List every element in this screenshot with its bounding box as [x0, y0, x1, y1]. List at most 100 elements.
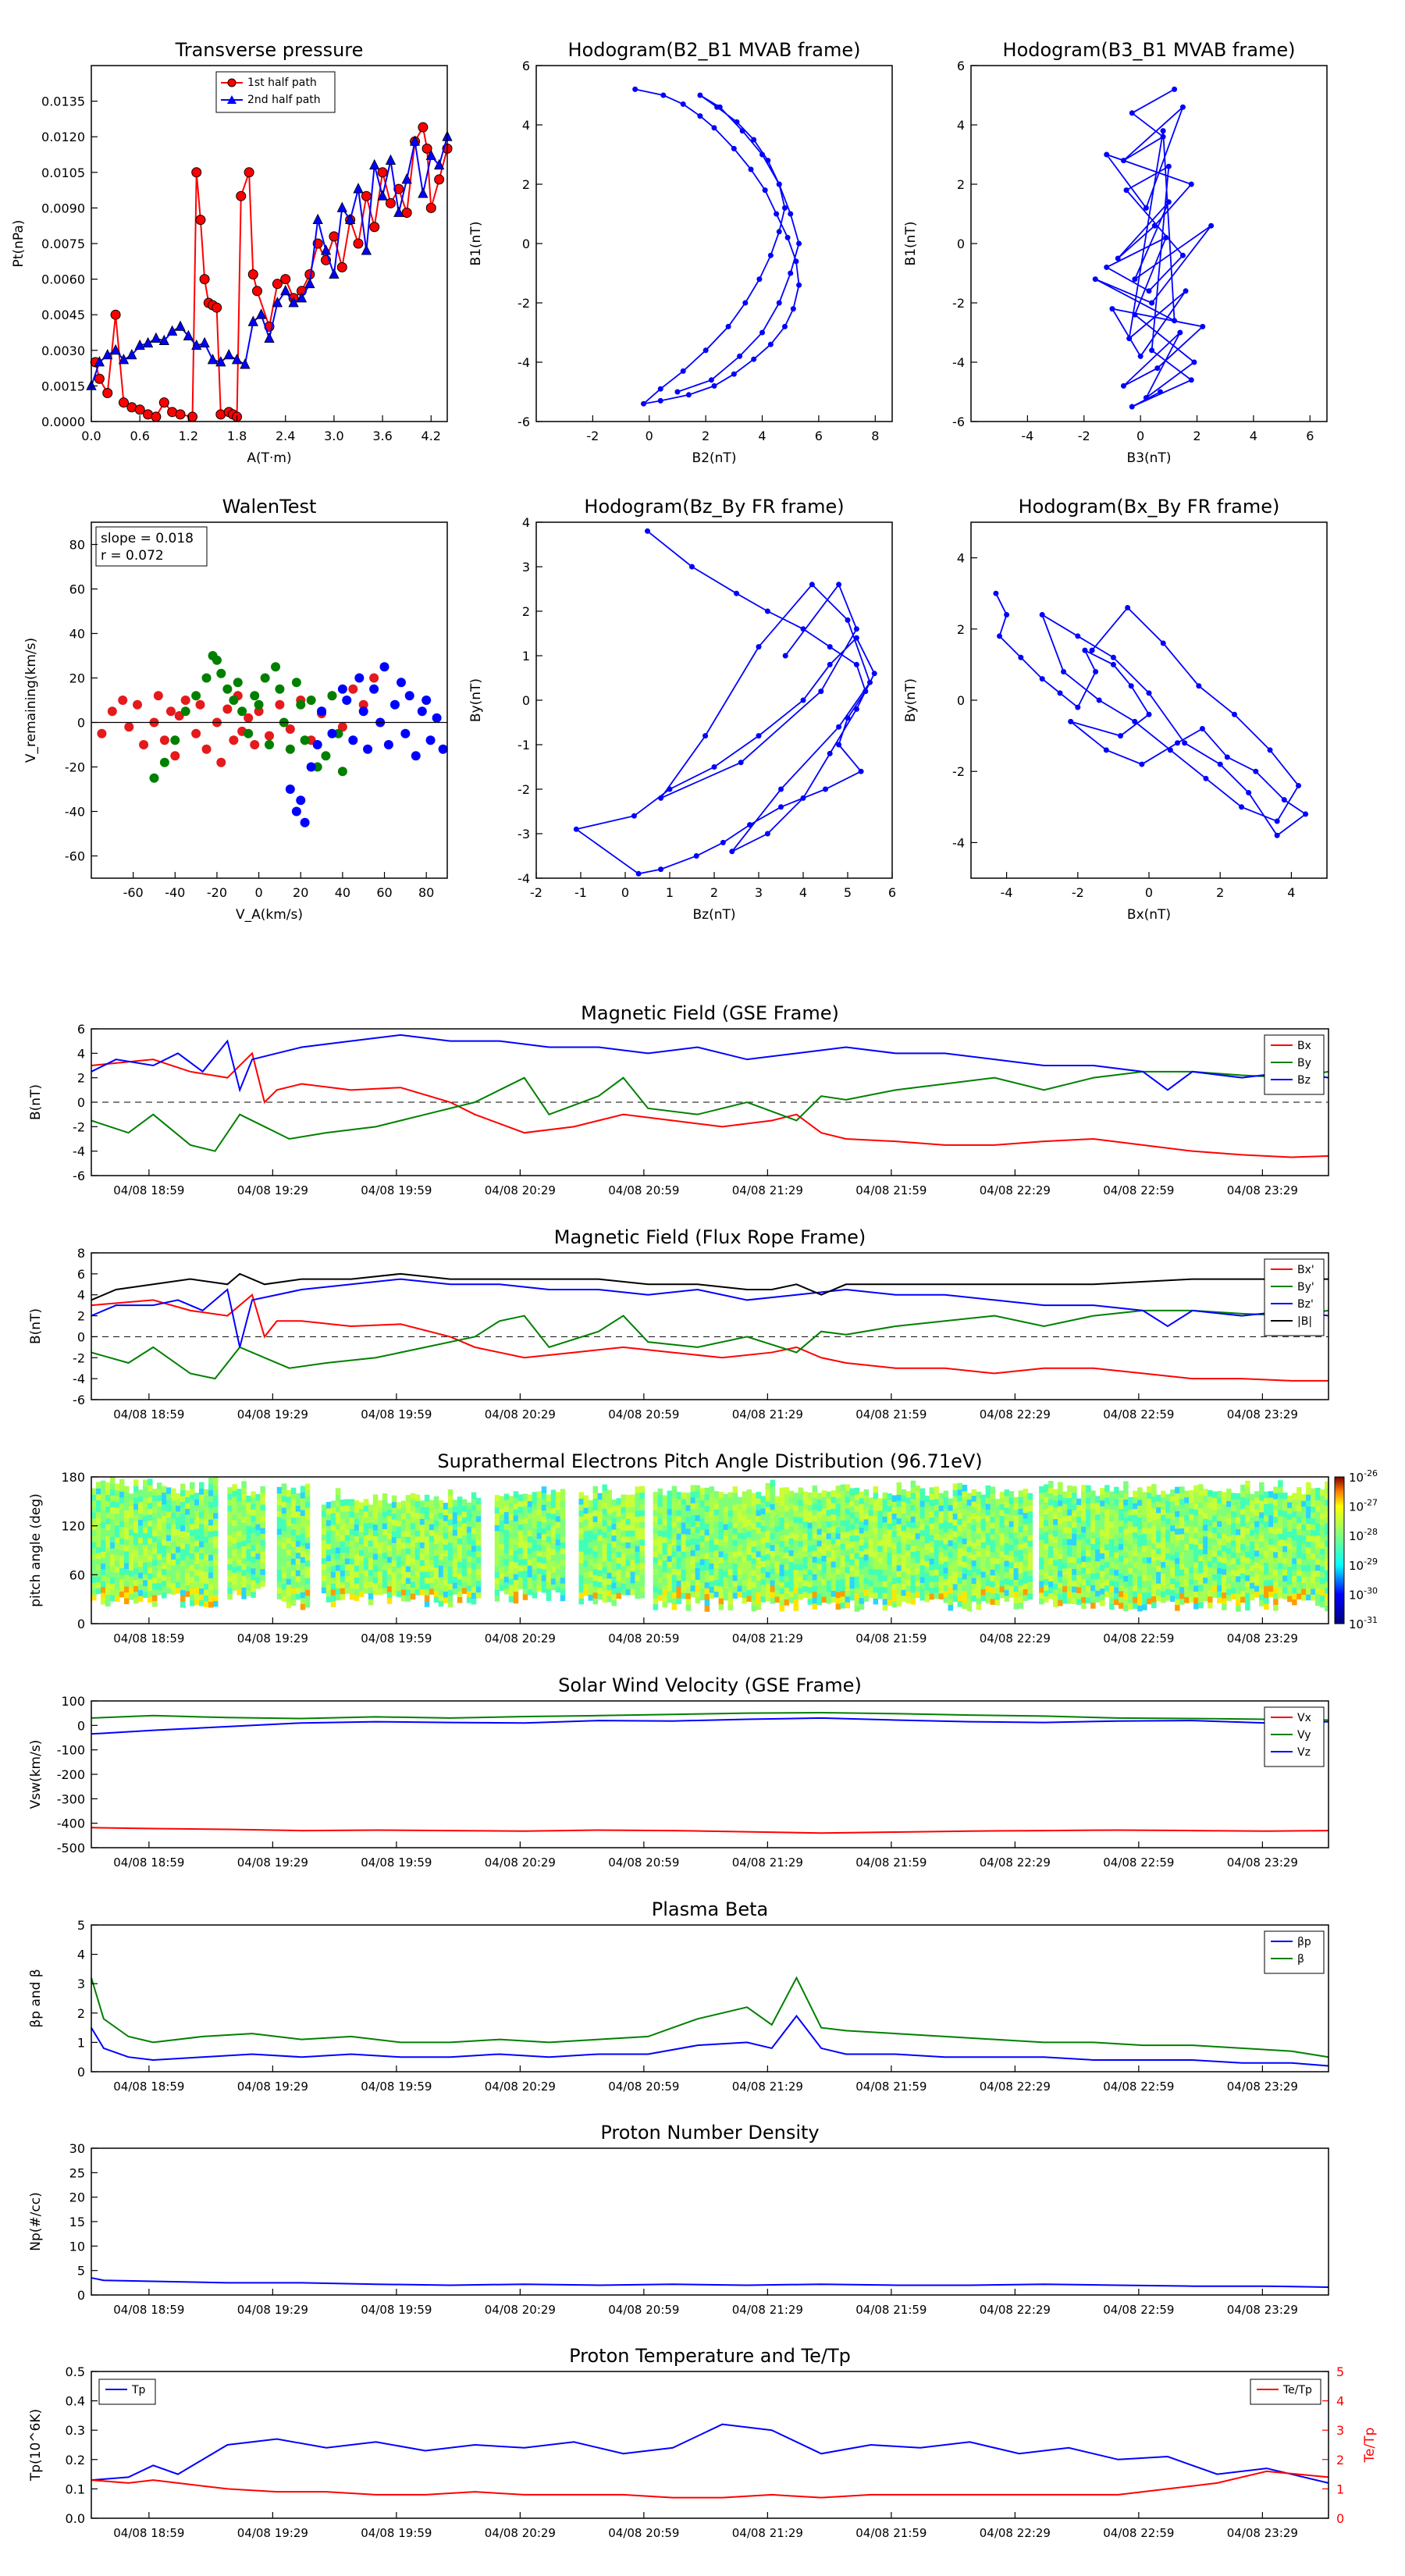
pad-cell: [304, 1548, 311, 1555]
walen-point: [159, 735, 169, 745]
pad-cell: [1114, 1533, 1119, 1541]
h2-marker: [1177, 329, 1183, 336]
pad-cell: [321, 1504, 327, 1511]
pad-cell: [424, 1571, 430, 1578]
pad-cell: [657, 1594, 663, 1601]
pt-marker: [215, 356, 226, 367]
pad-cell: [1008, 1561, 1015, 1568]
pad-cell: [133, 1556, 139, 1563]
pad-cell: [1072, 1485, 1077, 1493]
pad-cell: [199, 1593, 205, 1601]
bfr-ylabel: B(nT): [28, 1308, 44, 1344]
pad-cell: [300, 1515, 306, 1522]
pad-cell: [957, 1553, 963, 1560]
pad-cell: [840, 1554, 846, 1562]
pad-cell: [592, 1545, 598, 1552]
pad-cell: [237, 1529, 242, 1537]
pad-cell: [499, 1542, 505, 1550]
h3-marker: [782, 653, 788, 659]
pad-cell: [208, 1565, 214, 1573]
pad-cell: [475, 1585, 482, 1593]
pad-cell: [255, 1570, 261, 1578]
pad-cell: [592, 1585, 598, 1593]
pad-cell: [101, 1557, 106, 1564]
h2-marker: [1191, 359, 1197, 365]
pad-cell: [96, 1499, 101, 1507]
walen-point: [348, 684, 358, 694]
pad-cell: [1114, 1498, 1119, 1506]
pad-cell: [802, 1550, 809, 1557]
pad-cell: [1095, 1507, 1101, 1515]
bgse-ytick-label: -2: [73, 1119, 85, 1134]
pad-cell: [1062, 1597, 1068, 1604]
walen-point: [222, 704, 233, 714]
pad-cell: [831, 1542, 837, 1550]
pad-cell: [592, 1509, 598, 1517]
pad-cell: [1095, 1596, 1101, 1603]
pad-cell: [948, 1592, 954, 1599]
pad-cell: [905, 1508, 912, 1516]
pad-cell: [1147, 1539, 1152, 1546]
pad-cell: [1109, 1532, 1115, 1539]
pad-cell: [1100, 1511, 1105, 1518]
pad-cell: [96, 1564, 101, 1571]
pad-cell: [386, 1539, 393, 1546]
pad-cell: [746, 1536, 752, 1543]
pad-cell: [424, 1594, 430, 1602]
pad-cell: [330, 1571, 336, 1578]
pad-cell: [499, 1525, 505, 1532]
pad-cell: [532, 1574, 538, 1582]
pad-cell: [742, 1491, 748, 1499]
pad-cell: [251, 1521, 256, 1528]
h1-marker: [739, 128, 745, 134]
pad-cell: [756, 1562, 762, 1569]
pad-cell: [1193, 1485, 1199, 1493]
h1-marker: [680, 101, 686, 107]
pad-cell: [330, 1507, 336, 1514]
pad-cell: [1142, 1557, 1147, 1564]
pad-cell: [105, 1517, 111, 1525]
pad-cell: [1081, 1496, 1087, 1503]
walen-point: [342, 696, 352, 705]
bfr-legend-label: Bx': [1297, 1264, 1314, 1276]
h3-xtick-label: 5: [844, 885, 852, 900]
pad-cell: [321, 1557, 327, 1564]
pad-cell: [821, 1584, 827, 1592]
pad-cell: [812, 1585, 818, 1592]
pad-cell: [213, 1559, 219, 1566]
pad-cell: [304, 1542, 311, 1550]
pad-cell: [625, 1535, 631, 1542]
pad-cell: [774, 1542, 781, 1550]
pad-cell: [1133, 1572, 1138, 1580]
pad-cell: [1018, 1549, 1024, 1557]
pad-cell: [770, 1532, 776, 1539]
pad-cell: [653, 1509, 659, 1517]
pad-cell: [859, 1503, 865, 1510]
pad-cell: [1119, 1490, 1124, 1497]
pad-cell: [386, 1514, 393, 1522]
pad-cell: [190, 1576, 195, 1583]
pad-cell: [433, 1554, 439, 1562]
walen-point: [216, 757, 226, 767]
pad-cell: [788, 1525, 795, 1533]
pad-cell: [1053, 1589, 1058, 1596]
pad-cell: [276, 1539, 283, 1547]
pad-cell: [190, 1528, 195, 1536]
pad-cell: [527, 1547, 533, 1554]
pad-cell: [452, 1546, 458, 1554]
pad-cell: [199, 1482, 205, 1489]
pad-cell: [433, 1572, 439, 1580]
pad-cell: [124, 1597, 130, 1605]
pad-cell: [891, 1536, 898, 1543]
pad-cell: [1081, 1543, 1087, 1550]
pad-cell: [372, 1494, 379, 1501]
h3-series-s0: [574, 530, 876, 875]
pad-cell: [760, 1554, 767, 1562]
pad-cell: [938, 1516, 944, 1524]
pad-cell: [807, 1598, 813, 1605]
walen-point: [275, 699, 285, 710]
pad-cell: [1189, 1531, 1194, 1539]
pad-cell: [662, 1525, 668, 1532]
pad-cell: [765, 1553, 771, 1560]
pad-cell: [948, 1516, 954, 1523]
